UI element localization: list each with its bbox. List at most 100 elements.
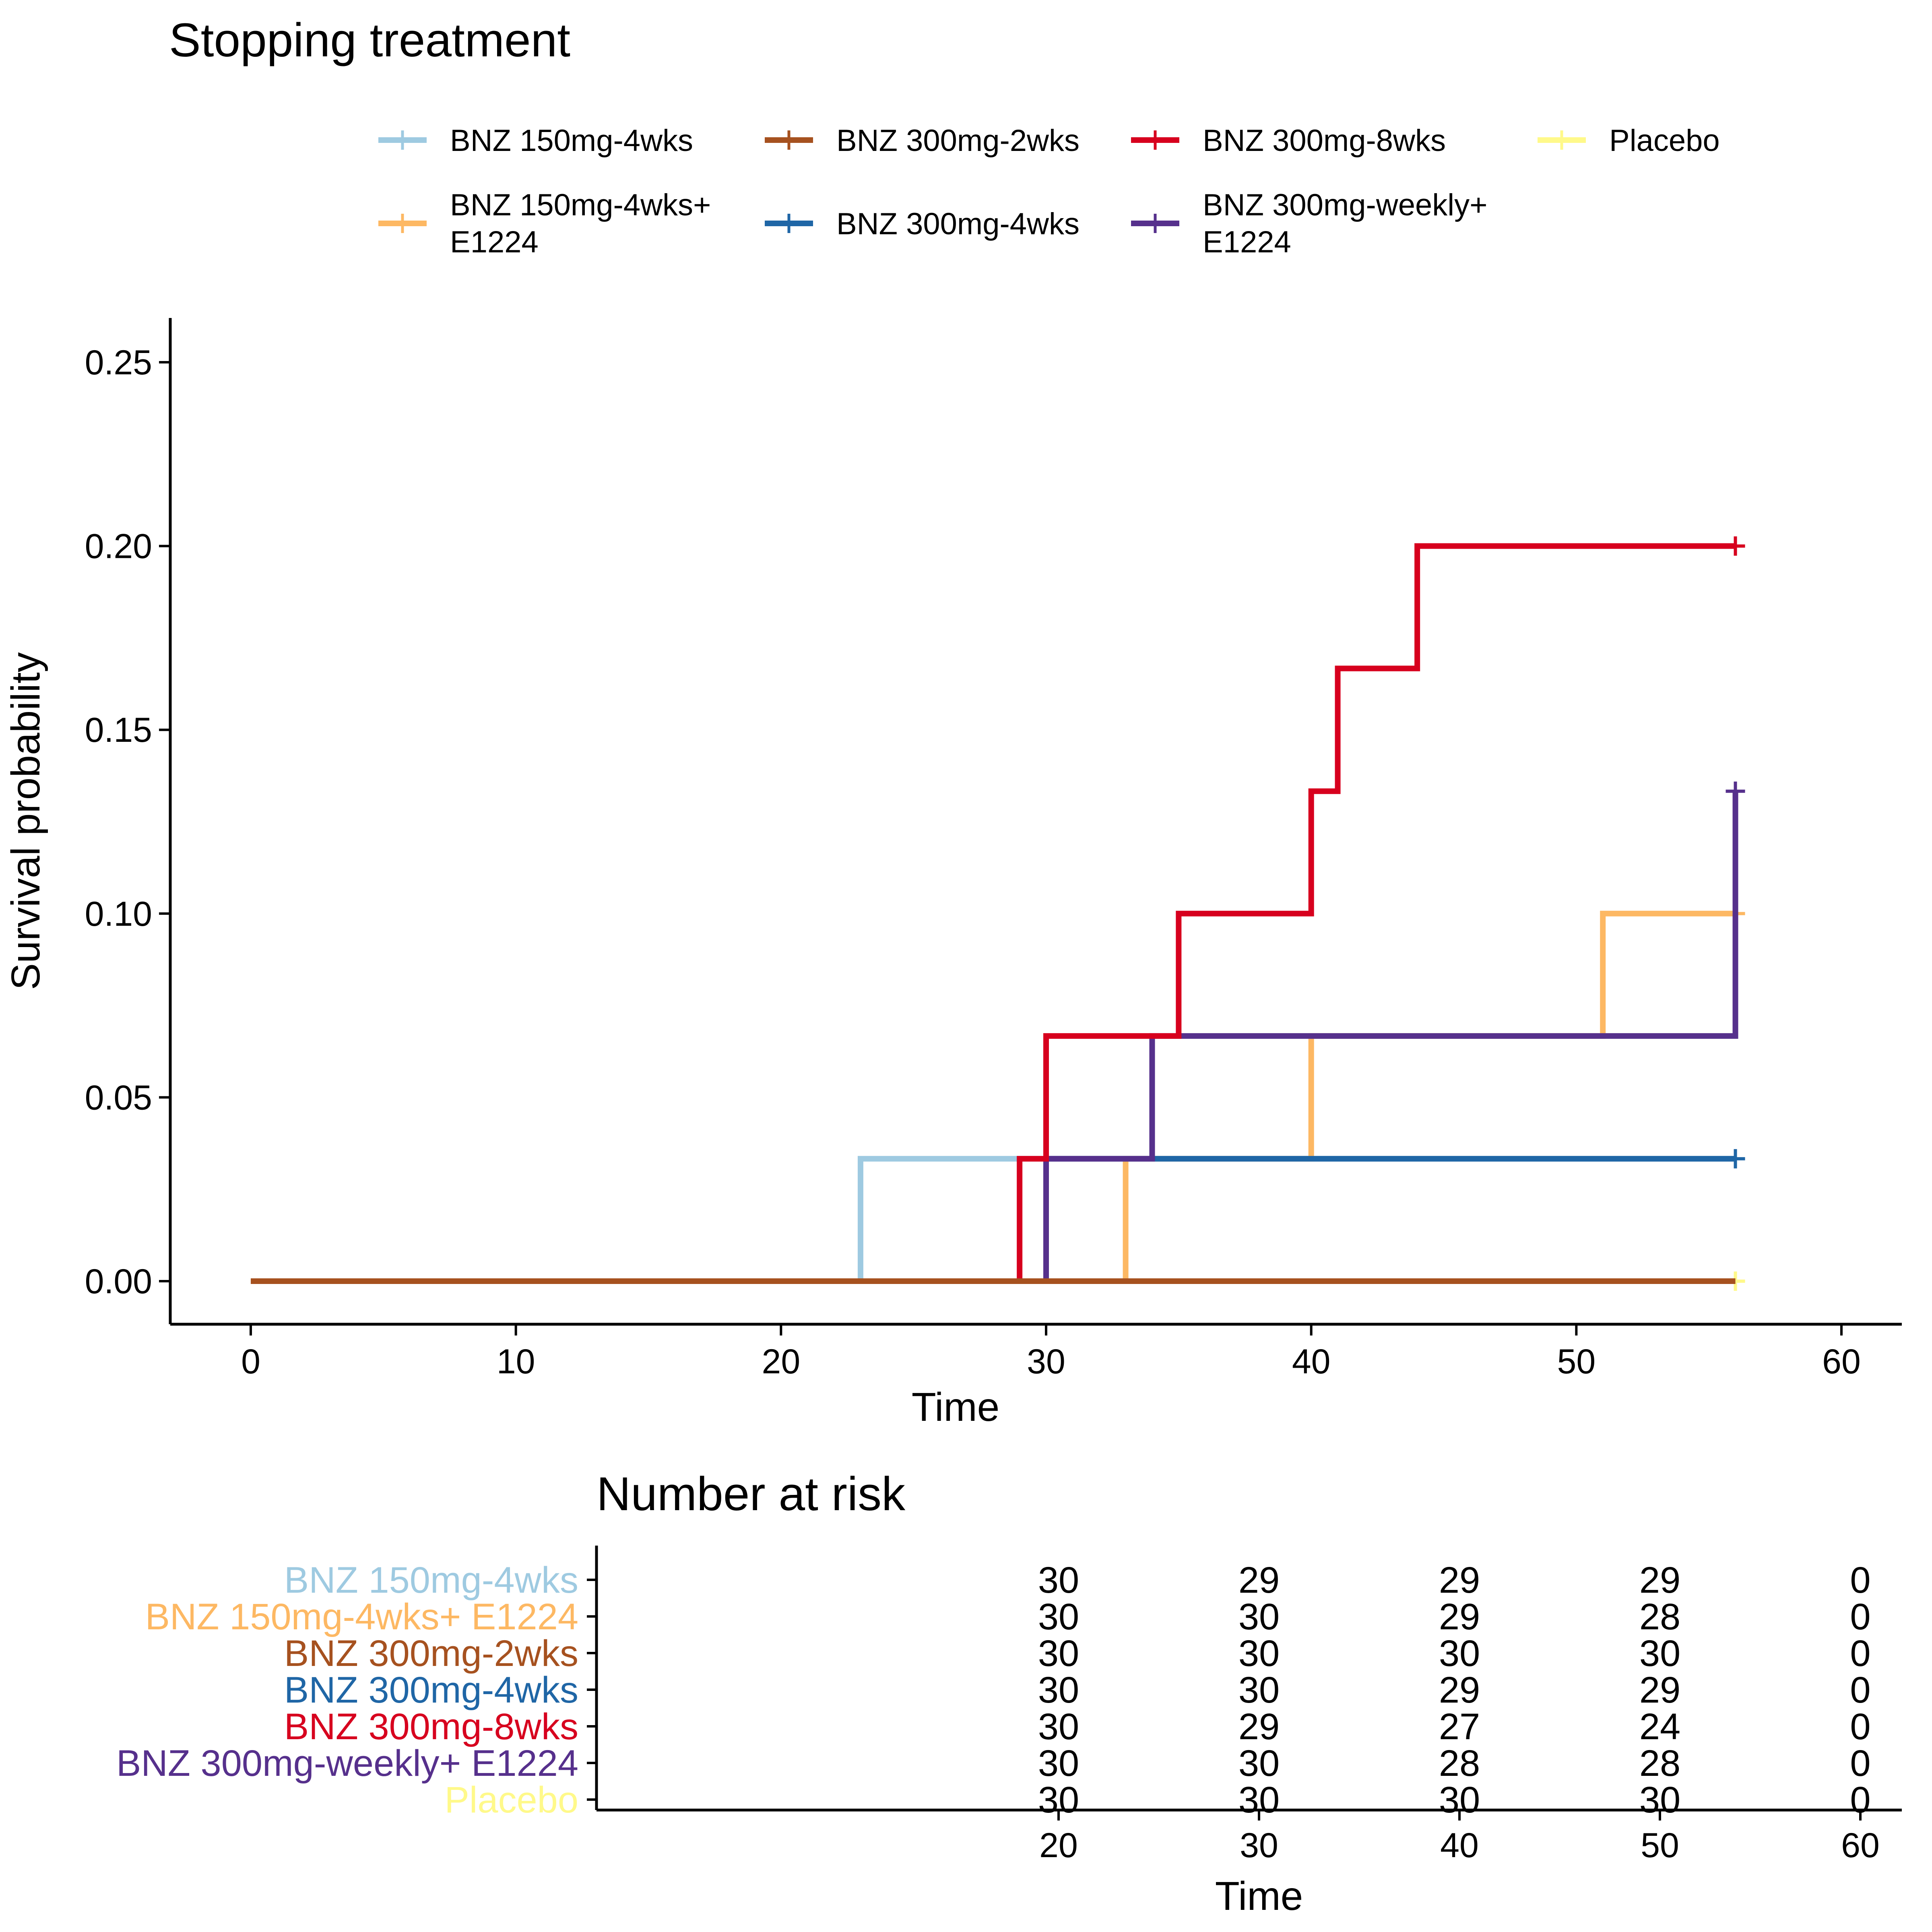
y-tick-label: 0.10 [85,895,152,933]
legend-item-bnz-300mg-4wks: BNZ 300mg-4wks [765,207,1080,241]
risk-row-label: BNZ 150mg-4wks+ E1224 [145,1596,578,1637]
chart-title: Stopping treatment [169,14,570,67]
risk-table-title: Number at risk [597,1468,906,1521]
x-tick-label: 30 [1027,1342,1065,1381]
plot-area: 0 10 20 30 40 50 60 0.00 0.05 0.10 0.15 0.20 0.25 T… [3,318,1902,1430]
risk-cell: 0 [1850,1743,1870,1784]
risk-cell: 29 [1639,1670,1680,1711]
legend-label-line-2: E1224 [1203,225,1291,259]
risk-cell: 28 [1639,1743,1680,1784]
y-tick-label: 0.25 [85,343,152,382]
risk-cell: 30 [1038,1670,1079,1711]
y-axis-title: Survival probability [3,652,48,990]
legend-label: BNZ 300mg-2wks [836,124,1080,158]
censor-mark-bnz-300mg-weekly-e1224 [1726,781,1745,801]
risk-cell: 29 [1639,1560,1680,1601]
x-tick-label: 20 [762,1342,800,1381]
y-tick-label: 0.15 [85,711,152,749]
risk-cell: 29 [1238,1706,1280,1747]
y-tick-label: 0.05 [85,1078,152,1117]
x-tick-label: 60 [1822,1342,1861,1381]
risk-cell: 0 [1850,1706,1870,1747]
risk-row-bnz-300mg-weekly-e1224: BNZ 300mg-weekly+ E1224 30 30 28 28 0 [116,1743,1871,1784]
risk-table-x-axis-title: Time [1215,1874,1303,1919]
risk-row-bnz-300mg-8wks: BNZ 300mg-8wks 30 29 27 24 0 [284,1706,1871,1747]
risk-row-bnz-150mg-4wks-e1224: BNZ 150mg-4wks+ E1224 30 30 29 28 0 [145,1596,1871,1637]
legend-item-bnz-300mg-weekly-e1224: BNZ 300mg-weekly+E1224 [1131,188,1488,259]
risk-cell: 30 [1439,1633,1480,1674]
x-tick-label: 40 [1292,1342,1331,1381]
risk-row-bnz-150mg-4wks: BNZ 150mg-4wks 30 29 29 29 0 [284,1560,1871,1601]
censor-mark-bnz-300mg-8wks [1726,536,1745,556]
x-axis-ticks: 0 10 20 30 40 50 60 [241,1324,1861,1381]
risk-cell: 0 [1850,1560,1870,1601]
risk-cell: 29 [1238,1560,1280,1601]
risk-x-tick-label: 30 [1240,1826,1278,1865]
risk-x-tick-label: 40 [1440,1826,1479,1865]
series-layer [251,536,1745,1291]
risk-row-placebo: Placebo 30 30 30 30 0 [445,1779,1871,1821]
risk-row-bnz-300mg-2wks: BNZ 300mg-2wks 30 30 30 30 0 [284,1633,1871,1674]
risk-cell: 29 [1439,1596,1480,1637]
legend-item-bnz-150mg-4wks-e1224: BNZ 150mg-4wks+E1224 [378,188,711,259]
legend-label: Placebo [1609,124,1720,158]
y-axis-ticks: 0.00 0.05 0.10 0.15 0.20 0.25 [85,343,170,1301]
risk-row-label: BNZ 300mg-2wks [284,1633,578,1674]
risk-x-tick-label: 60 [1841,1826,1880,1865]
risk-cell: 30 [1238,1633,1280,1674]
legend-item-placebo: Placebo [1538,124,1720,158]
legend-label: BNZ 150mg-4wks [450,124,693,158]
risk-cell: 27 [1439,1706,1480,1747]
y-tick-label: 0.00 [85,1262,152,1301]
risk-x-tick-label: 20 [1039,1826,1078,1865]
x-tick-label: 50 [1557,1342,1596,1381]
risk-cell: 30 [1038,1560,1079,1601]
y-tick-label: 0.20 [85,527,152,566]
x-axis-title: Time [912,1385,1000,1430]
risk-cell: 30 [1238,1596,1280,1637]
risk-cell: 28 [1639,1596,1680,1637]
risk-cell: 0 [1850,1596,1870,1637]
x-tick-label: 0 [241,1342,260,1381]
risk-cell: 30 [1038,1706,1079,1747]
risk-x-tick-label: 50 [1641,1826,1679,1865]
risk-cell: 30 [1038,1743,1079,1784]
series-line-bnz-150mg-4wks-e1224 [251,910,1736,1284]
series-line-bnz-300mg-4wks [251,1156,1736,1284]
risk-cell: 30 [1639,1633,1680,1674]
risk-cell: 0 [1850,1670,1870,1711]
risk-row-label: BNZ 150mg-4wks [284,1560,578,1601]
risk-cell: 29 [1439,1670,1480,1711]
risk-cell: 28 [1439,1743,1480,1784]
series-line-bnz-300mg-weekly-e1224 [251,791,1738,1284]
risk-table: Number at risk BNZ 150mg-4wks 30 29 29 29 0BN… [116,1468,1902,1919]
legend-label-line-1: BNZ 300mg-weekly+ [1203,188,1488,222]
censor-mark-bnz-300mg-4wks [1726,1149,1745,1168]
series-line-bnz-150mg-4wks [251,1156,1736,1284]
risk-row-label: BNZ 300mg-8wks [284,1706,578,1747]
legend-label-line-1: BNZ 150mg-4wks+ [450,188,711,222]
legend-label: BNZ 300mg-4wks [836,207,1080,241]
risk-cell: 29 [1439,1560,1480,1601]
risk-row-bnz-300mg-4wks: BNZ 300mg-4wks 30 30 29 29 0 [284,1670,1871,1711]
legend-label: BNZ 300mg-8wks [1203,124,1446,158]
legend-item-bnz-300mg-2wks: BNZ 300mg-2wks [765,124,1080,158]
risk-cell: 30 [1038,1596,1079,1637]
risk-row-label: BNZ 300mg-4wks [284,1670,578,1711]
x-tick-label: 10 [497,1342,535,1381]
series-line-bnz-300mg-8wks [251,543,1736,1284]
legend-item-bnz-300mg-8wks: BNZ 300mg-8wks [1131,124,1446,158]
risk-row-label: Placebo [445,1779,578,1821]
legend-item-bnz-150mg-4wks: BNZ 150mg-4wks [378,124,693,158]
risk-cell: 30 [1238,1670,1280,1711]
risk-cell: 30 [1238,1743,1280,1784]
risk-cell: 30 [1038,1633,1079,1674]
risk-table-x-ticks: 20 30 40 50 60 [1039,1810,1880,1865]
risk-cell: 24 [1639,1706,1680,1747]
risk-row-label: BNZ 300mg-weekly+ E1224 [116,1743,578,1784]
risk-cell: 0 [1850,1633,1870,1674]
legend-label-line-2: E1224 [450,225,539,259]
